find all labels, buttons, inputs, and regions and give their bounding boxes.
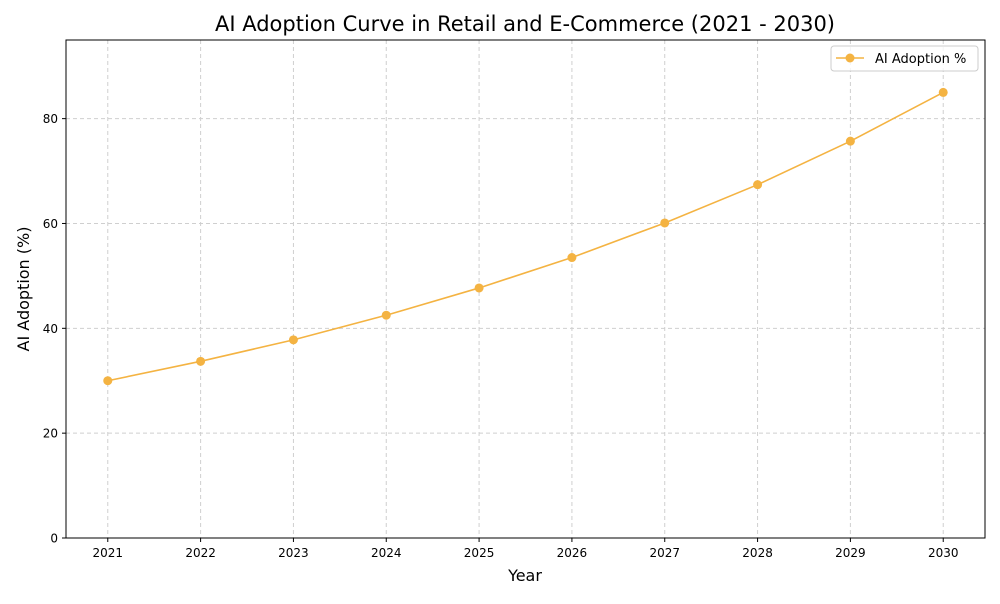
x-tick-label: 2024 <box>371 546 402 560</box>
legend-box <box>830 45 979 72</box>
data-point <box>196 356 206 366</box>
y-tick-label: 80 <box>43 112 58 126</box>
y-tick-label: 60 <box>43 217 58 231</box>
x-tick-label: 2023 <box>278 546 309 560</box>
data-point <box>660 218 670 228</box>
chart-title: AI Adoption Curve in Retail and E-Commer… <box>215 12 835 36</box>
legend: AI Adoption % <box>830 45 979 72</box>
plot-frame <box>65 39 986 539</box>
x-tick-label: 2021 <box>92 546 123 560</box>
x-tick-label: 2025 <box>464 546 495 560</box>
x-tick-label: 2022 <box>185 546 216 560</box>
y-tick-label: 40 <box>43 322 58 336</box>
data-point <box>474 283 484 293</box>
x-tick-label: 2030 <box>928 546 959 560</box>
x-tick-label: 2028 <box>742 546 773 560</box>
x-axis-label: Year <box>507 566 542 585</box>
data-point <box>381 310 391 320</box>
data-point <box>845 136 855 146</box>
data-point <box>567 253 577 263</box>
legend-label: AI Adoption % <box>875 52 966 67</box>
y-tick-label: 20 <box>43 427 58 441</box>
y-axis-label: AI Adoption (%) <box>14 227 33 352</box>
y-tick-label: 0 <box>50 532 58 546</box>
x-tick-label: 2029 <box>835 546 866 560</box>
data-point <box>103 376 113 386</box>
series-line <box>107 91 944 382</box>
ticks: 2021 2022 2023 2024 2025 2026 2027 2028 2029 2030… <box>43 112 959 560</box>
data-point <box>938 87 948 97</box>
grid <box>66 40 985 539</box>
x-tick-label: 2027 <box>649 546 680 560</box>
data-point <box>753 180 763 190</box>
data-point <box>288 335 298 345</box>
x-tick-label: 2026 <box>557 546 588 560</box>
legend-marker-swatch <box>845 53 855 63</box>
series <box>103 87 948 386</box>
